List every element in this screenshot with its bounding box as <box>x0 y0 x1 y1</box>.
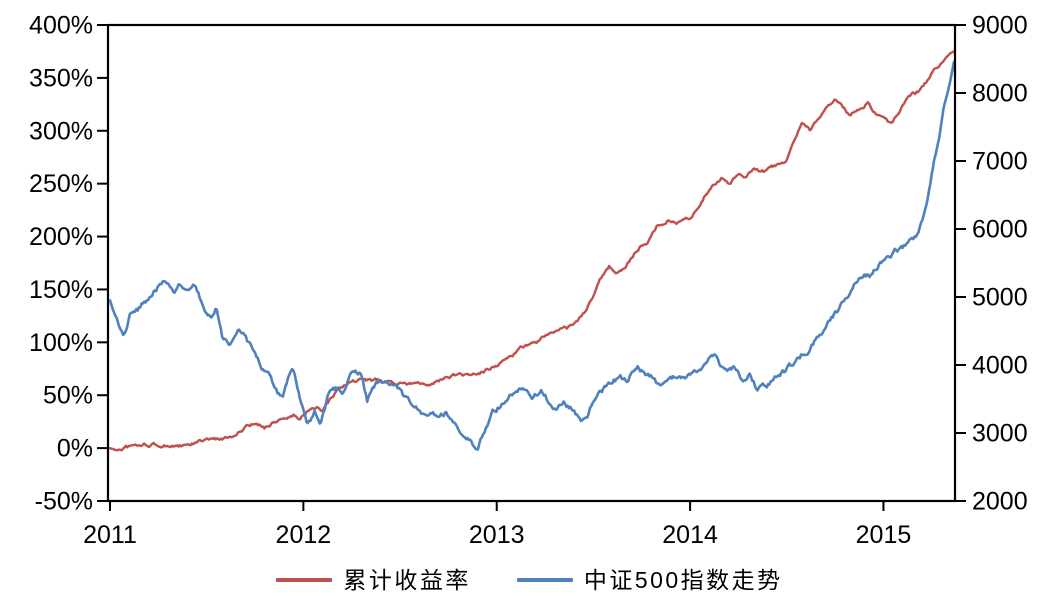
series-line-cumulative-return <box>108 49 957 452</box>
y-right-tick-label: 4000 <box>972 352 1028 380</box>
chart-legend: 累计收益率 中证500指数走势 <box>0 560 1059 600</box>
y-left-tick-label: 0% <box>57 435 93 463</box>
y-left-tick-label: 250% <box>29 170 93 198</box>
y-left-tick-label: 300% <box>29 117 93 145</box>
blue-line-swatch <box>516 578 573 582</box>
x-tick-label: 2011 <box>83 521 137 549</box>
legend-label-cumulative-return: 累计收益率 <box>343 566 471 593</box>
plot-frame <box>106 23 957 503</box>
legend-item-csi500-index: 中证500指数走势 <box>516 566 783 593</box>
y-left-tick-label: 400% <box>29 12 93 40</box>
red-line-swatch <box>276 578 333 582</box>
legend-item-cumulative-return: 累计收益率 <box>276 566 471 593</box>
y-right-tick-label: 9000 <box>972 12 1028 40</box>
series-lines <box>108 49 957 452</box>
x-tick-label: 2012 <box>276 521 332 549</box>
y-right-tick-label: 8000 <box>972 80 1028 108</box>
y-left-tick-label: 150% <box>29 276 93 304</box>
axis-tick-labels: 400% 350% 300% 250% 200% 150% 100% 50% 0% -50% 900… <box>29 12 1028 550</box>
y-left-tick-label: 50% <box>43 382 93 410</box>
y-left-tick-label: 350% <box>29 64 93 92</box>
y-right-tick-label: 3000 <box>972 420 1028 448</box>
x-tick-label: 2013 <box>469 521 525 549</box>
y-right-tick-label: 2000 <box>972 488 1028 516</box>
y-left-tick-label: 100% <box>29 329 93 357</box>
y-left-tick-label: 200% <box>29 223 93 251</box>
y-right-tick-label: 7000 <box>972 148 1028 176</box>
y-right-tick-label: 6000 <box>972 216 1028 244</box>
series-line-csi500-index <box>108 60 956 451</box>
x-tick-label: 2014 <box>662 521 718 549</box>
y-left-tick-label: -50% <box>35 488 93 516</box>
axis-ticks <box>97 24 966 511</box>
legend-label-csi500-index: 中证500指数走势 <box>583 566 783 593</box>
y-right-tick-label: 5000 <box>972 284 1028 312</box>
x-tick-label: 2015 <box>856 521 912 549</box>
